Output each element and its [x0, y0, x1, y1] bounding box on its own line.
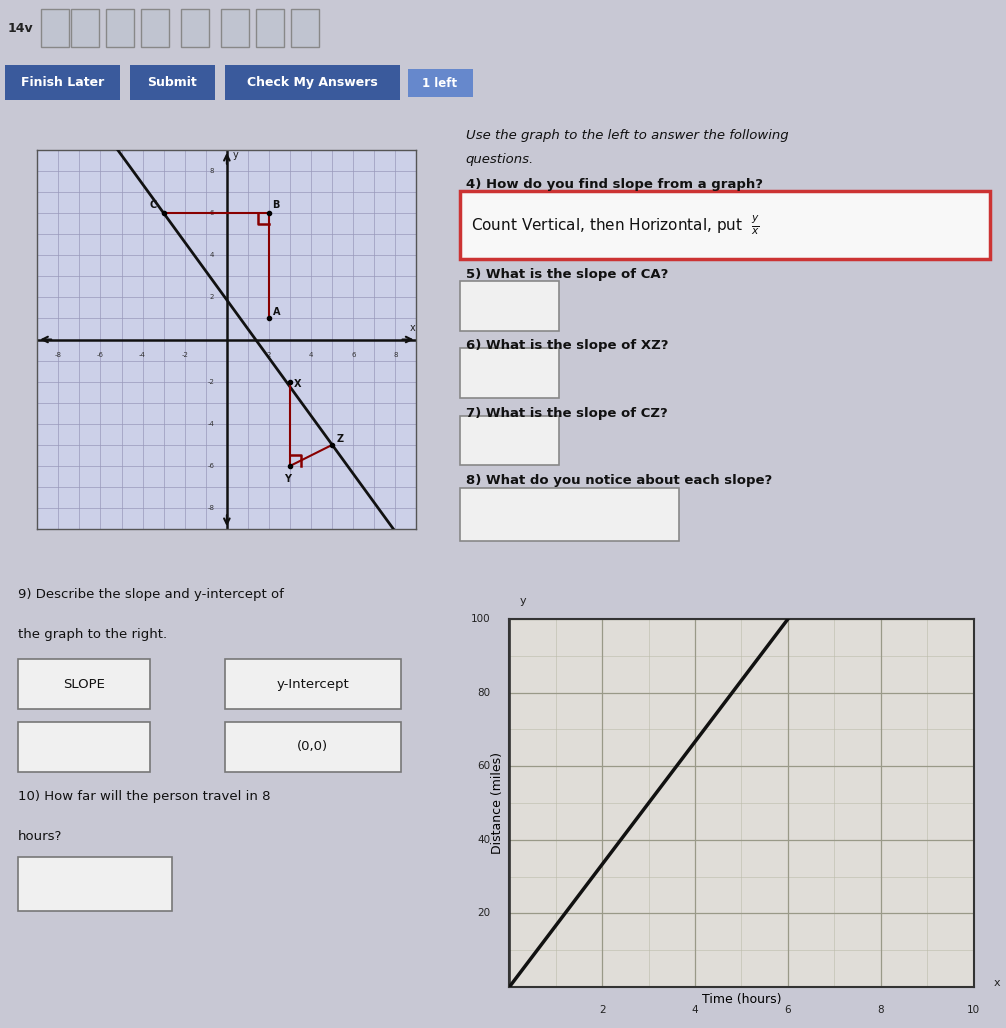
Text: x: x [994, 979, 1000, 988]
Text: -4: -4 [207, 420, 214, 427]
Bar [18, 856, 172, 911]
Text: A: A [273, 307, 280, 317]
Text: y: y [233, 150, 238, 160]
Text: 2: 2 [210, 294, 214, 300]
Text: -8: -8 [54, 353, 61, 358]
Bar [106, 9, 134, 47]
Text: 7) What is the slope of CZ?: 7) What is the slope of CZ? [466, 407, 667, 419]
Text: 2: 2 [599, 1005, 606, 1016]
Text: 4) How do you find slope from a graph?: 4) How do you find slope from a graph? [466, 178, 763, 191]
Text: -2: -2 [181, 353, 188, 358]
Bar [141, 9, 169, 47]
Text: Y: Y [285, 474, 292, 483]
Text: Check My Answers: Check My Answers [247, 76, 378, 89]
Text: SLOPE: SLOPE [63, 677, 105, 691]
Text: x: x [410, 323, 415, 333]
Text: 4: 4 [692, 1005, 698, 1016]
Text: Submit: Submit [148, 76, 197, 89]
Text: 2: 2 [267, 353, 272, 358]
Bar [408, 69, 473, 97]
Bar [460, 282, 558, 331]
Text: 4: 4 [309, 353, 313, 358]
Bar [460, 348, 558, 398]
Text: (0,0): (0,0) [297, 740, 328, 754]
Text: 6) What is the slope of XZ?: 6) What is the slope of XZ? [466, 339, 668, 353]
Text: C: C [150, 199, 157, 210]
Text: 9) Describe the slope and y-intercept of: 9) Describe the slope and y-intercept of [18, 588, 284, 600]
Text: -6: -6 [207, 463, 214, 469]
Text: 20: 20 [478, 909, 491, 918]
Text: 8: 8 [209, 168, 214, 174]
Bar [225, 723, 400, 772]
Text: 10: 10 [967, 1005, 980, 1016]
Text: 60: 60 [478, 761, 491, 771]
Text: questions.: questions. [466, 153, 534, 167]
X-axis label: Time (hours): Time (hours) [702, 992, 782, 1005]
Text: -2: -2 [207, 378, 214, 384]
Text: -4: -4 [139, 353, 146, 358]
Bar [460, 487, 679, 542]
Bar [225, 65, 400, 100]
Text: -8: -8 [207, 505, 214, 511]
Y-axis label: Distance (miles): Distance (miles) [491, 752, 504, 854]
Text: X: X [294, 378, 301, 389]
Text: Count Vertical, then Horizontal, put  $\frac{y}{x}$: Count Vertical, then Horizontal, put $\f… [471, 214, 760, 236]
Text: 6: 6 [785, 1005, 792, 1016]
Text: 4: 4 [210, 252, 214, 258]
Text: 8: 8 [393, 353, 397, 358]
Text: Finish Later: Finish Later [21, 76, 105, 89]
Bar [5, 65, 120, 100]
Bar [460, 191, 990, 259]
Bar [221, 9, 249, 47]
Text: 100: 100 [471, 614, 491, 624]
Text: the graph to the right.: the graph to the right. [18, 628, 167, 641]
Text: 40: 40 [478, 835, 491, 845]
Text: Z: Z [337, 434, 344, 443]
Bar [18, 659, 150, 708]
Text: Use the graph to the left to answer the following: Use the graph to the left to answer the … [466, 128, 789, 142]
Text: y-Intercept: y-Intercept [277, 677, 349, 691]
Bar [71, 9, 99, 47]
Bar [225, 659, 400, 708]
Text: 8) What do you notice about each slope?: 8) What do you notice about each slope? [466, 474, 772, 487]
Bar [18, 723, 150, 772]
Text: 5) What is the slope of CA?: 5) What is the slope of CA? [466, 267, 668, 281]
Bar [41, 9, 69, 47]
Text: 10) How far will the person travel in 8: 10) How far will the person travel in 8 [18, 790, 271, 803]
Bar [181, 9, 209, 47]
Text: B: B [272, 199, 279, 210]
Bar [256, 9, 284, 47]
Text: 6: 6 [209, 210, 214, 216]
Text: 6: 6 [351, 353, 355, 358]
Bar [130, 65, 215, 100]
Text: hours?: hours? [18, 830, 62, 843]
Text: 14v: 14v [8, 22, 33, 35]
Bar [291, 9, 319, 47]
Text: y: y [520, 595, 526, 605]
Text: 8: 8 [877, 1005, 884, 1016]
Text: 80: 80 [478, 688, 491, 698]
Text: -6: -6 [97, 353, 104, 358]
Bar [460, 415, 558, 465]
Text: 1 left: 1 left [423, 76, 458, 89]
